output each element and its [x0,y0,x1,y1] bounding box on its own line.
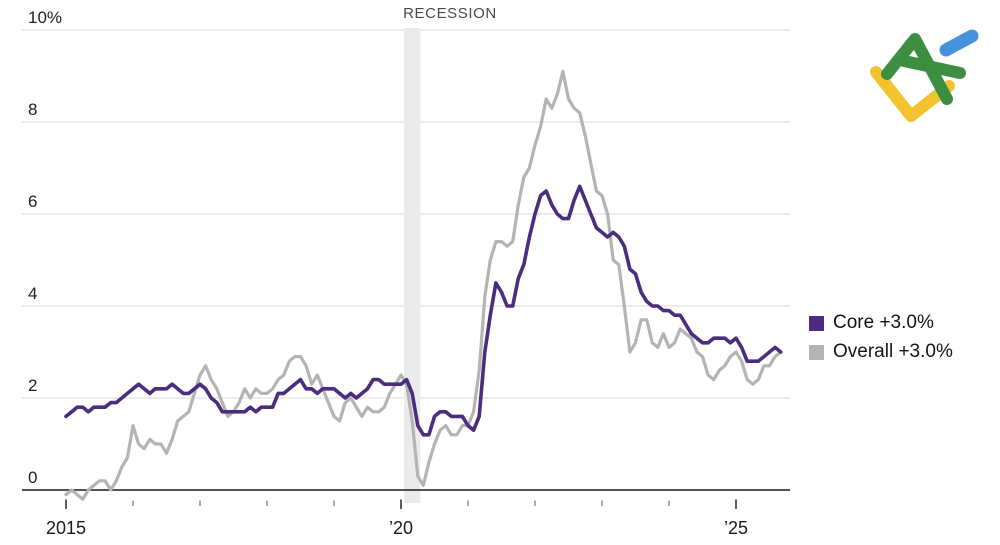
x-tick-label: 2015 [46,518,86,538]
y-tick-label: 2 [28,376,37,395]
logo-blue-tip-stroke [939,29,979,57]
x-tick-label: ’25 [724,518,748,538]
core-series-swatch [809,315,824,331]
y-tick-label: 0 [28,468,37,487]
y-tick-label: 4 [28,284,37,303]
legend-label-overall: Overall +3.0% [833,341,953,362]
y-tick-label: 6 [28,192,37,211]
legend-item-core: Core +3.0% [809,312,953,334]
legend-item-overall: Overall +3.0% [809,341,953,363]
y-tick-label: 10% [28,8,62,27]
legend-label-core: Core +3.0% [833,312,934,333]
y-tick-label: 8 [28,100,37,119]
overall-cpi-line [64,69,783,501]
overall-series-swatch [809,344,824,360]
chart-legend: Core +3.0% Overall +3.0% [809,312,953,363]
core-cpi-line [64,184,783,437]
logo-green-cross-stroke [898,55,966,79]
logo-yellow-check-stroke [870,66,955,122]
logo-green-peak-stroke [881,33,953,105]
litefinance-logo [870,29,979,122]
x-tick-label: ’20 [389,518,413,538]
recession-band-label: RECESSION [403,5,497,22]
